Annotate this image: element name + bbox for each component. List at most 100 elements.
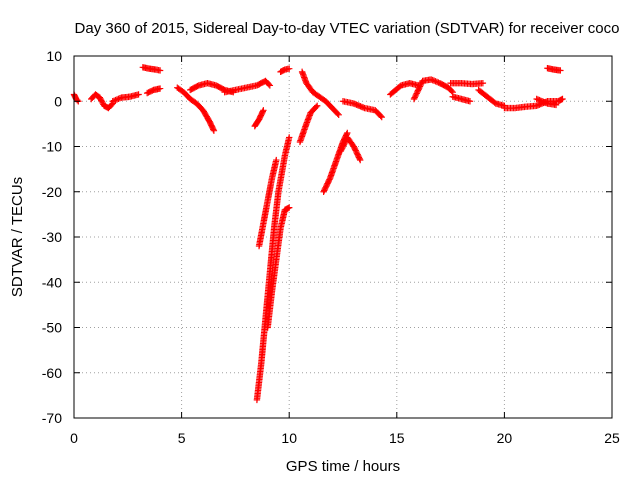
series-arc-15 <box>298 68 342 119</box>
series-arc-18 <box>339 98 385 121</box>
series-arc-8 <box>221 77 274 96</box>
y-tick-label: -40 <box>42 274 62 290</box>
data-point <box>156 85 164 92</box>
data-point <box>260 107 267 114</box>
series-arc-4 <box>139 64 164 74</box>
data-point <box>108 101 115 108</box>
data-point <box>413 90 420 97</box>
data-point <box>115 95 122 103</box>
data-point <box>448 87 455 95</box>
y-tick-label: -20 <box>42 184 62 200</box>
data-point <box>552 101 560 109</box>
series-arc-20 <box>410 76 456 103</box>
series-arc-9 <box>251 107 267 130</box>
series-arc-26 <box>544 65 564 74</box>
data-point <box>286 204 293 211</box>
data-point <box>557 67 564 74</box>
x-tick-label: 25 <box>604 430 620 446</box>
data-point <box>286 134 293 141</box>
data-point <box>266 82 274 89</box>
series-arc-1 <box>70 91 82 105</box>
data-point <box>479 79 487 87</box>
series-arc-13 <box>277 65 293 76</box>
x-tick-label: 5 <box>178 430 186 446</box>
data-point <box>415 86 422 93</box>
x-tick-label: 10 <box>281 430 297 446</box>
series-arc-14 <box>296 102 321 146</box>
data-point <box>417 81 424 89</box>
data-point <box>430 77 438 84</box>
y-tick-label: -70 <box>42 410 62 426</box>
data-point <box>411 94 418 101</box>
data-point <box>416 84 423 92</box>
data-point <box>109 98 116 105</box>
y-tick-label: -50 <box>42 320 62 336</box>
series-arc-6 <box>174 84 218 134</box>
x-tick-label: 20 <box>497 430 513 446</box>
data-point <box>335 111 342 119</box>
y-tick-label: -10 <box>42 139 62 155</box>
data-point <box>210 126 217 133</box>
series-arc-19 <box>387 79 422 98</box>
axis-ticks <box>73 55 613 419</box>
data-point <box>412 93 419 100</box>
series-arc-17 <box>337 134 364 164</box>
y-tick-label: 0 <box>54 93 62 109</box>
y-tick-label: -30 <box>42 229 62 245</box>
data-point <box>418 80 425 87</box>
series-arc-3 <box>109 91 142 105</box>
series-arc-23 <box>475 86 508 109</box>
data-point <box>377 112 384 120</box>
series-arc-25 <box>533 95 560 109</box>
data-point <box>416 83 424 90</box>
x-tick-labels: 0 5 10 15 20 25 <box>70 430 620 446</box>
chart-title: Day 360 of 2015, Sidereal Day-to-day VTE… <box>75 20 620 37</box>
data-point <box>312 103 320 111</box>
data-point <box>414 88 421 96</box>
y-tick-labels: 10 0 -10 -20 -30 -40 -50 -60 -70 <box>42 48 62 426</box>
series-arc-22 <box>449 93 474 105</box>
data-point <box>334 110 341 117</box>
series-arc-21 <box>447 79 487 88</box>
x-tick-label: 0 <box>70 430 78 446</box>
data-point <box>313 102 321 109</box>
data-point <box>428 76 435 83</box>
data-point <box>410 95 418 103</box>
y-tick-label: -60 <box>42 365 62 381</box>
data-point <box>265 81 272 88</box>
series-arc-11 <box>255 156 280 250</box>
data-point <box>356 155 363 162</box>
data-point <box>414 87 422 94</box>
data-point <box>259 108 266 115</box>
series-arc-12 <box>264 204 293 331</box>
data-point <box>110 97 118 104</box>
data-point <box>286 65 293 72</box>
data-point <box>432 78 439 85</box>
data-point <box>113 96 121 103</box>
data-points <box>70 64 566 404</box>
data-point <box>273 156 280 164</box>
data-point <box>116 95 124 102</box>
x-tick-label: 15 <box>389 430 405 446</box>
x-axis-label: GPS time / hours <box>286 458 400 475</box>
data-point <box>326 176 333 183</box>
data-point <box>378 113 385 121</box>
grid-lines <box>74 56 612 418</box>
data-point <box>559 95 566 103</box>
data-point <box>156 67 164 74</box>
data-point <box>466 98 474 105</box>
data-point <box>429 76 436 84</box>
series-arc-10 <box>253 134 293 404</box>
y-tick-label: 10 <box>46 48 62 64</box>
data-point <box>135 91 142 98</box>
data-point <box>433 78 441 86</box>
data-point <box>74 96 81 104</box>
series-arc-2 <box>88 91 116 112</box>
data-point <box>112 96 119 104</box>
data-point <box>357 156 364 164</box>
data-point <box>210 127 218 134</box>
data-point <box>412 91 420 99</box>
series-arc-5 <box>143 85 164 97</box>
